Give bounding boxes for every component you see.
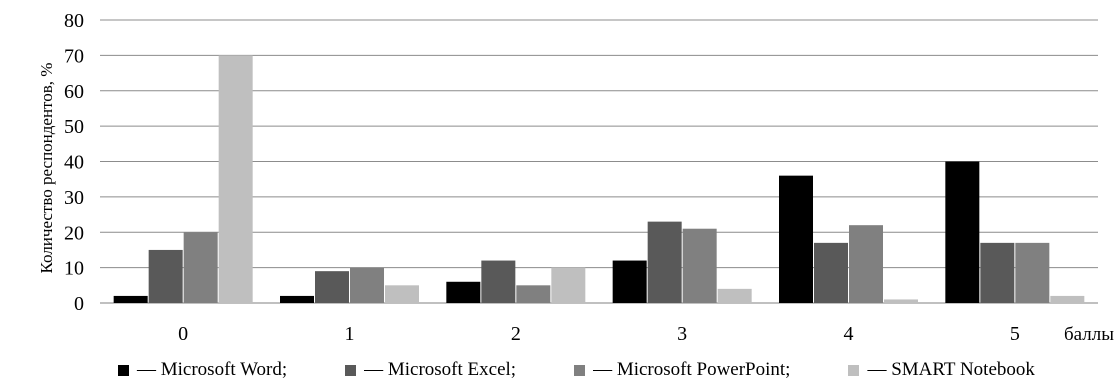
legend-swatch-word: [118, 365, 129, 376]
bar-powerpoint-3: [683, 229, 717, 303]
bar-excel-4: [814, 243, 848, 303]
bar-word-1: [280, 296, 314, 303]
bar-powerpoint-0: [184, 232, 218, 303]
legend-label-smart-notebook: — SMART Notebook: [867, 359, 1034, 381]
y-tick-label: 0: [74, 293, 84, 315]
y-tick-label: 50: [64, 116, 84, 138]
bar-powerpoint-1: [350, 268, 384, 303]
bar-excel-3: [648, 222, 682, 303]
y-tick-label: 40: [64, 152, 84, 174]
bar-word-2: [446, 282, 480, 303]
bars: [114, 55, 1085, 303]
legend-label-excel: — Microsoft Excel;: [364, 359, 516, 381]
x-tick-label: 3: [677, 323, 687, 345]
bar-smart-notebook-4: [884, 299, 918, 303]
legend: — Microsoft Word; — Microsoft Excel; — M…: [118, 358, 1035, 382]
bar-smart-notebook-2: [551, 268, 585, 303]
bar-smart-notebook-0: [219, 55, 253, 303]
legend-item-excel: — Microsoft Excel;: [345, 359, 516, 381]
bar-word-0: [114, 296, 148, 303]
x-tick-label: 2: [511, 323, 521, 345]
x-tick-label: 4: [844, 323, 854, 345]
y-tick-label: 30: [64, 187, 84, 209]
legend-swatch-excel: [345, 365, 356, 376]
legend-item-word: — Microsoft Word;: [118, 359, 287, 381]
y-tick-label: 70: [64, 45, 84, 67]
legend-item-smart-notebook: — SMART Notebook: [848, 359, 1034, 381]
y-tick-label: 10: [64, 258, 84, 280]
y-tick-label: 20: [64, 222, 84, 244]
bar-powerpoint-2: [516, 285, 550, 303]
x-tick-label: 5: [1010, 323, 1020, 345]
x-tick-label: 0: [178, 323, 188, 345]
legend-label-word: — Microsoft Word;: [137, 359, 287, 381]
bar-excel-0: [149, 250, 183, 303]
y-tick-label: 80: [64, 10, 84, 32]
legend-swatch-smart-notebook: [848, 365, 859, 376]
bar-powerpoint-4: [849, 225, 883, 303]
bar-smart-notebook-3: [718, 289, 752, 303]
bar-smart-notebook-5: [1050, 296, 1084, 303]
x-tick-label: 1: [345, 323, 355, 345]
legend-label-powerpoint: — Microsoft PowerPoint;: [593, 359, 790, 381]
y-axis-label: Количество респондентов, %: [37, 63, 56, 274]
legend-item-powerpoint: — Microsoft PowerPoint;: [574, 359, 790, 381]
bar-excel-1: [315, 271, 349, 303]
x-unit-label: баллы: [1064, 324, 1114, 345]
bar-word-3: [613, 261, 647, 303]
bar-smart-notebook-1: [385, 285, 419, 303]
bar-powerpoint-5: [1015, 243, 1049, 303]
bar-word-4: [779, 176, 813, 303]
x-tick-labels: 0 1 2 3 4 5: [178, 323, 1020, 345]
bar-word-5: [945, 162, 979, 304]
y-tick-label: 60: [64, 81, 84, 103]
bar-excel-5: [980, 243, 1014, 303]
legend-swatch-powerpoint: [574, 365, 585, 376]
bar-excel-2: [481, 261, 515, 303]
y-tick-labels: 0 10 20 30 40 50 60 70 80: [64, 10, 84, 315]
